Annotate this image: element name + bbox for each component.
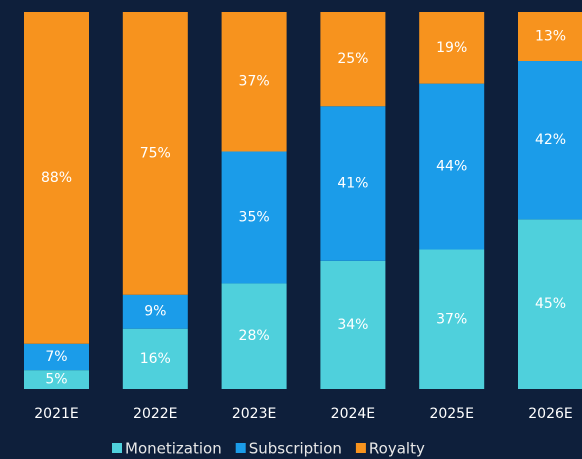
bar-segment <box>419 12 485 84</box>
value-label: 44% <box>436 159 467 175</box>
value-label: 13% <box>535 29 566 45</box>
value-label: 19% <box>436 40 467 56</box>
bar-segment <box>419 83 485 250</box>
value-label: 7% <box>45 349 67 365</box>
value-label: 37% <box>436 311 467 327</box>
bar-segment <box>320 260 386 389</box>
legend-swatch <box>112 443 122 453</box>
value-label: 45% <box>535 296 566 312</box>
bar-segment <box>24 12 89 344</box>
value-label: 28% <box>239 328 270 344</box>
value-label: 37% <box>239 74 270 90</box>
value-label: 25% <box>337 51 368 67</box>
value-label: 35% <box>239 209 270 225</box>
bar-segment <box>122 328 188 389</box>
bar-segment <box>320 12 386 107</box>
value-label: 41% <box>337 176 368 192</box>
bar-segment <box>122 294 188 329</box>
value-label: 75% <box>140 145 171 161</box>
value-label: 42% <box>535 132 566 148</box>
value-label: 9% <box>144 304 166 320</box>
value-label: 16% <box>140 351 171 367</box>
x-tick-label: 2024E <box>331 406 375 422</box>
x-tick-label: 2021E <box>34 406 78 422</box>
legend-swatch <box>235 443 246 453</box>
bar-segment <box>122 12 188 295</box>
bar-segment <box>518 12 582 62</box>
x-tick-label: 2023E <box>232 406 276 422</box>
bar-segment <box>518 61 582 220</box>
legend-swatch <box>355 443 366 453</box>
value-label: 88% <box>41 170 72 186</box>
bar-segment <box>419 249 485 389</box>
bar-segment <box>24 370 89 389</box>
bar-segment <box>320 106 386 261</box>
bar-segment <box>221 12 287 152</box>
legend-label: Royalty <box>369 440 425 458</box>
bar-segment <box>221 151 287 284</box>
x-tick-label: 2025E <box>429 406 473 422</box>
value-label: 34% <box>337 317 368 333</box>
legend-label: Monetization <box>125 440 222 458</box>
x-tick-label: 2026E <box>528 406 572 422</box>
bar-segment <box>518 219 582 389</box>
legend-label: Subscription <box>249 440 342 458</box>
bar-segment <box>24 343 89 371</box>
x-tick-label: 2022E <box>133 406 177 422</box>
value-label: 5% <box>45 372 67 388</box>
bar-segment <box>221 283 287 389</box>
